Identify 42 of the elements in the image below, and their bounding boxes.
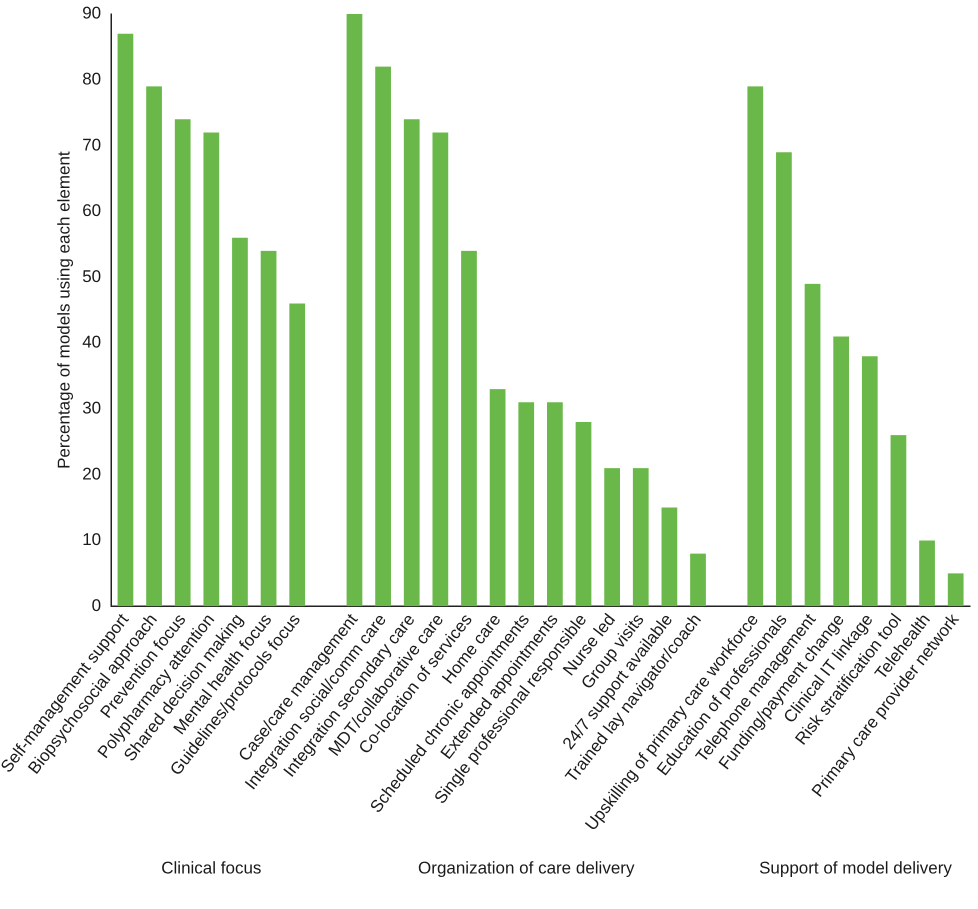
bar xyxy=(146,86,162,606)
bar xyxy=(118,34,134,606)
bar xyxy=(862,356,878,606)
bar xyxy=(346,14,362,606)
y-axis-title: Percentage of models using each element xyxy=(54,151,74,469)
bar xyxy=(833,336,850,606)
bar xyxy=(747,86,764,606)
bar xyxy=(490,389,506,606)
y-tick-label: 0 xyxy=(92,596,102,615)
bar xyxy=(632,468,649,606)
bar xyxy=(604,468,620,606)
bar xyxy=(804,284,820,606)
bar xyxy=(776,152,792,606)
text: Clinical focus xyxy=(161,858,262,878)
y-tick-label: 40 xyxy=(82,332,102,352)
y-tick-label: 90 xyxy=(82,4,102,23)
bar xyxy=(518,402,534,606)
y-tick-label: 50 xyxy=(82,266,102,286)
text: Support of model delivery xyxy=(759,858,952,878)
bar xyxy=(576,422,592,606)
bar xyxy=(404,119,420,606)
y-tick-label: 70 xyxy=(82,135,102,154)
bar xyxy=(948,573,964,606)
y-tick-label: 10 xyxy=(82,530,102,550)
bar xyxy=(461,250,477,606)
bar xyxy=(662,508,678,606)
bar xyxy=(919,540,935,606)
y-tick-label: 80 xyxy=(82,69,102,88)
bar xyxy=(690,554,706,606)
bar xyxy=(432,132,448,606)
bar xyxy=(203,132,220,606)
bar xyxy=(890,435,906,606)
text: Organization of care delivery xyxy=(418,858,635,878)
y-tick-label: 20 xyxy=(82,464,102,484)
bar xyxy=(547,402,563,606)
bar xyxy=(260,250,276,606)
bar xyxy=(289,304,306,606)
bar xyxy=(232,238,248,606)
bar xyxy=(375,66,391,606)
bar xyxy=(174,119,191,606)
y-tick-label: 60 xyxy=(82,201,102,220)
y-tick-label: 30 xyxy=(82,398,102,418)
